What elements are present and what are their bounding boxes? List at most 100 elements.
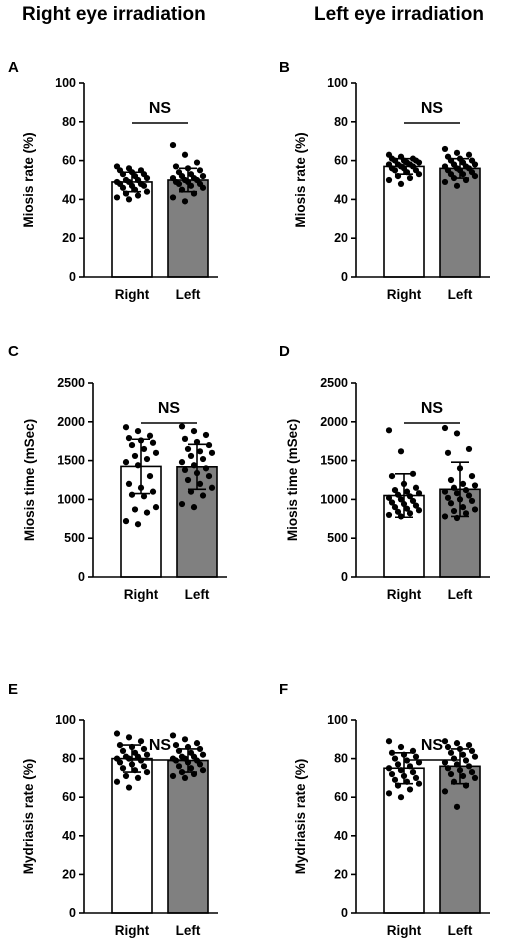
panel-c-point xyxy=(184,445,192,453)
panel-e-x-label-right: Right xyxy=(115,923,150,938)
panel-d-point xyxy=(450,484,458,491)
panel-b-point xyxy=(465,151,473,158)
panel-f-point xyxy=(468,747,476,754)
panel-c-point xyxy=(131,452,139,460)
panel-c-point xyxy=(190,428,198,435)
panel-e-point xyxy=(181,736,189,743)
panel-d-point xyxy=(465,492,473,499)
panel-e-point xyxy=(193,740,201,747)
panel-e-bar-left xyxy=(167,759,209,914)
panel-f-point xyxy=(459,751,467,758)
panel-d-point xyxy=(441,424,449,432)
panel-e-point xyxy=(125,784,133,791)
panel-e-y-tick-label: 80 xyxy=(62,752,76,766)
panel-f-point xyxy=(465,741,473,749)
panel-e-point xyxy=(119,747,127,754)
panel-c-point xyxy=(146,473,154,480)
panel-b-y-tick-label: 80 xyxy=(334,115,348,129)
panel-c-point xyxy=(143,509,151,516)
panel-a-y-tick-label: 60 xyxy=(62,154,76,168)
panel-a-point xyxy=(143,188,151,195)
panel-b-point xyxy=(415,171,423,178)
panel-c-point xyxy=(122,459,130,466)
panel-f-point xyxy=(388,749,396,756)
panel-a-significance-label: NS xyxy=(149,100,172,117)
panel-e-point xyxy=(196,745,204,753)
panel-d-y-tick-label: 2500 xyxy=(320,376,348,390)
panel-c-point xyxy=(196,480,204,487)
panel-d-y-tick-label: 1000 xyxy=(320,492,348,506)
panel-c-point xyxy=(190,504,198,511)
panel-d-point xyxy=(397,448,405,455)
panel-f-bar-right xyxy=(383,767,425,914)
panel-d-y-tick-label: 2000 xyxy=(320,415,348,429)
panel-c-point xyxy=(181,435,189,442)
panel-d-y-label: Miosis time (mSec) xyxy=(285,419,300,541)
panel-f-point xyxy=(471,774,479,782)
panel-d-point xyxy=(447,500,455,507)
panel-f-point xyxy=(471,753,479,760)
panel-e-point xyxy=(119,765,127,772)
panel-d-point xyxy=(385,511,393,519)
panel-d-point xyxy=(412,484,420,491)
panel-c-point xyxy=(152,504,160,511)
panel-d-point xyxy=(468,473,476,480)
panel-e-point xyxy=(125,734,133,741)
panel-e-point xyxy=(196,761,204,768)
panel-a-point xyxy=(196,167,204,174)
panel-d-point xyxy=(471,506,479,513)
panel-c-point xyxy=(140,493,148,500)
panel-a-point xyxy=(181,151,189,158)
panel-f-y-tick-label: 100 xyxy=(327,713,348,727)
panel-f-point xyxy=(385,738,393,745)
panel-f-point xyxy=(412,774,420,782)
panel-c-point xyxy=(122,518,130,525)
panel-e-point xyxy=(122,772,130,780)
panel-c-point xyxy=(199,455,207,463)
panel-a-point xyxy=(181,198,189,205)
panel-e-y-tick-label: 0 xyxy=(69,906,76,920)
panel-f-point xyxy=(385,790,393,797)
panel-d-point xyxy=(394,508,402,515)
panel-e-point xyxy=(199,767,207,774)
panel-a-y-tick-label: 0 xyxy=(69,270,76,284)
panel-f-y-tick-label: 40 xyxy=(334,829,348,843)
panel-f-point xyxy=(412,753,420,760)
panel-d-point xyxy=(403,488,411,495)
panel-a-point xyxy=(125,196,133,203)
panel-e-point xyxy=(143,769,151,776)
panel-c-label: C xyxy=(8,343,19,360)
panel-d-point xyxy=(447,476,455,484)
panel-a-point xyxy=(169,194,177,201)
panel-b-point xyxy=(459,171,467,178)
panel-b-y-tick-label: 60 xyxy=(334,154,348,168)
panel-f-bar-left xyxy=(439,765,481,914)
panel-a-point xyxy=(172,163,180,170)
panel-c-point xyxy=(149,439,157,446)
panel-d-point xyxy=(394,491,402,498)
panel-f-point xyxy=(385,765,393,772)
panel-e-point xyxy=(113,778,121,785)
panel-b-point xyxy=(441,178,449,186)
panel-d-point xyxy=(403,505,411,512)
panel-f-y-label: Mydriasis rate (%) xyxy=(293,759,308,875)
panel-d-point xyxy=(385,427,393,434)
panel-c-x-label-right: Right xyxy=(124,587,159,602)
panel-e-point xyxy=(134,774,142,782)
panel-b-label: B xyxy=(279,59,290,76)
panel-b-significance-label: NS xyxy=(421,100,444,117)
panel-e-point xyxy=(199,751,207,758)
panel-f-point xyxy=(459,772,467,780)
panel-c-y-tick-label: 500 xyxy=(64,531,85,545)
panel-d-point xyxy=(391,486,399,494)
panel-e-point xyxy=(187,765,195,772)
panel-c-point xyxy=(125,480,133,487)
panel-e-y-tick-label: 100 xyxy=(55,713,76,727)
panel-f-point xyxy=(453,761,461,768)
panel-b-point xyxy=(397,180,405,187)
panel-a-label: A xyxy=(8,59,19,76)
panel-c-point xyxy=(128,441,136,449)
panel-c-point xyxy=(140,445,148,453)
panel-a-y-tick-label: 100 xyxy=(55,76,76,90)
